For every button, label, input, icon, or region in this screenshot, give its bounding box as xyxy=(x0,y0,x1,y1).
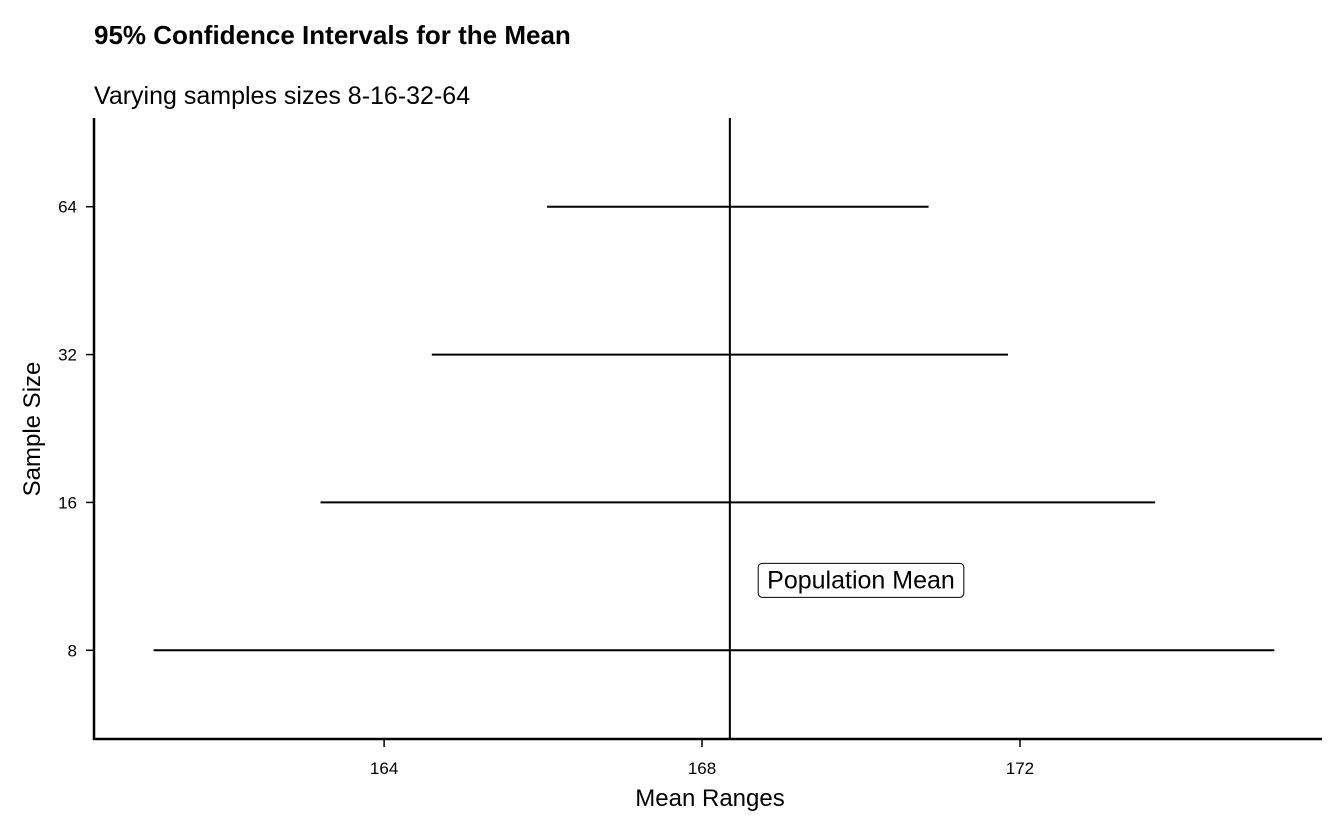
population-mean-annotation: Population Mean xyxy=(757,562,965,598)
interval-lines xyxy=(153,205,1275,652)
x-axis-title: Mean Ranges xyxy=(635,785,784,812)
y-tick-label: 64 xyxy=(58,198,77,217)
population-mean-label: Population Mean xyxy=(767,566,955,594)
y-tick-label: 16 xyxy=(58,493,77,512)
y-tick-label: 8 xyxy=(68,641,77,660)
chart-title: 95% Confidence Intervals for the Mean xyxy=(94,20,571,50)
population-mean-label-box xyxy=(757,562,965,598)
chart-subtitle: Varying samples sizes 8-16-32-64 xyxy=(94,82,470,110)
x-tick-label: 168 xyxy=(688,759,716,778)
x-tick-label: 164 xyxy=(370,759,398,778)
axes: 164 168 172 8 16 32 64 xyxy=(58,118,1322,778)
y-axis-title: Sample Size xyxy=(19,362,46,497)
x-tick-label: 172 xyxy=(1006,759,1034,778)
y-tick-label: 32 xyxy=(58,346,77,365)
